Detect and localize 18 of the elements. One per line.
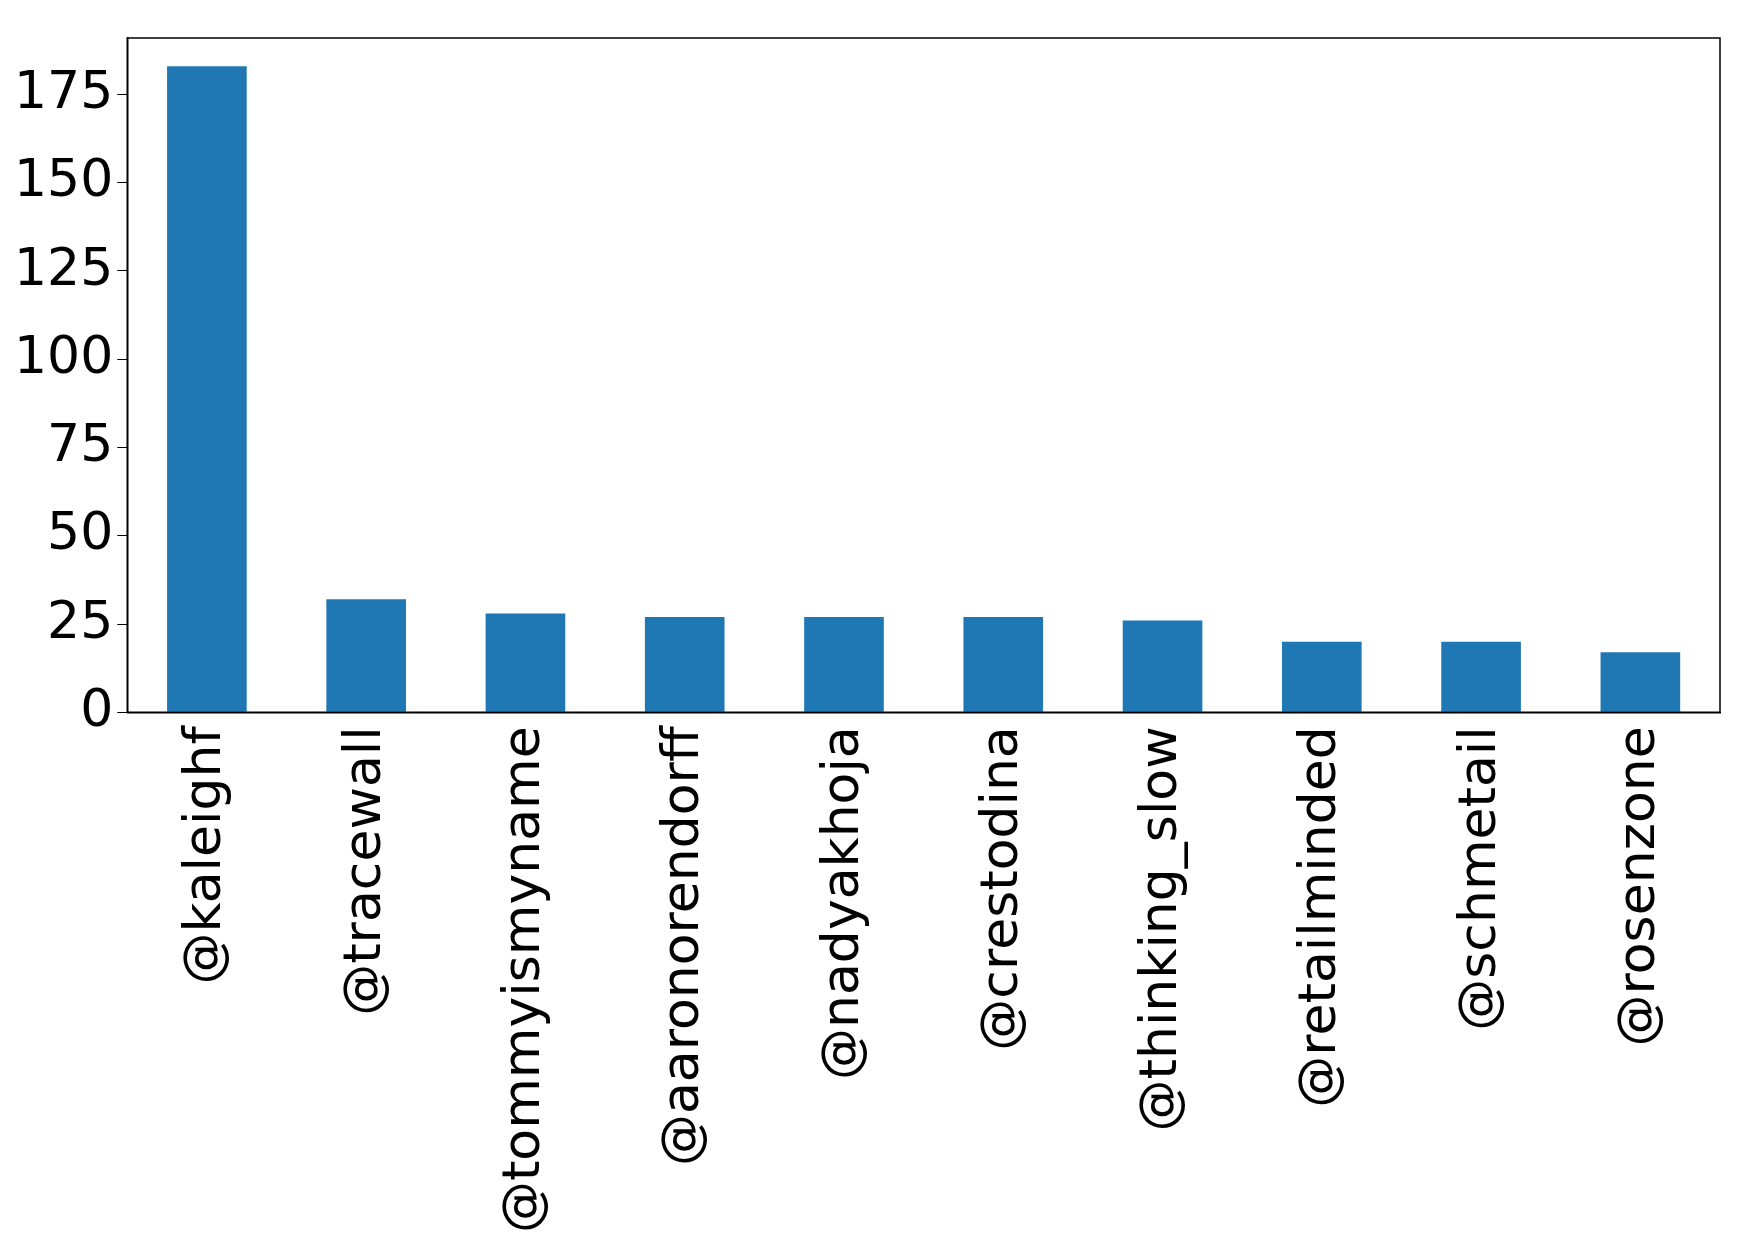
y-tick-label: 175 — [13, 60, 114, 120]
y-tick-label: 100 — [13, 324, 114, 385]
x-tick-label: @schmetail — [1446, 726, 1507, 1031]
x-tick-label: @retailminded — [1287, 726, 1348, 1108]
y-tick-label: 125 — [13, 236, 114, 297]
x-tick-label: @aaronorendorff — [650, 725, 711, 1167]
x-tick-label: @kaleighf — [172, 724, 233, 985]
y-tick-label: 75 — [47, 413, 114, 474]
x-tick-label: @tracewall — [331, 726, 392, 1016]
y-tick-label: 0 — [80, 677, 114, 738]
x-tick-label: @crestodina — [968, 726, 1029, 1051]
y-tick-label: 50 — [47, 501, 114, 562]
x-tick-label: @tommyismyname — [490, 726, 551, 1234]
y-tick-label: 25 — [47, 589, 114, 650]
x-tick-label: @nadyakhoja — [809, 726, 870, 1080]
y-tick-label: 150 — [13, 148, 114, 209]
x-tick-label: @rosenzone — [1605, 726, 1666, 1047]
x-tick-label: @thinking_slow — [1128, 726, 1189, 1132]
